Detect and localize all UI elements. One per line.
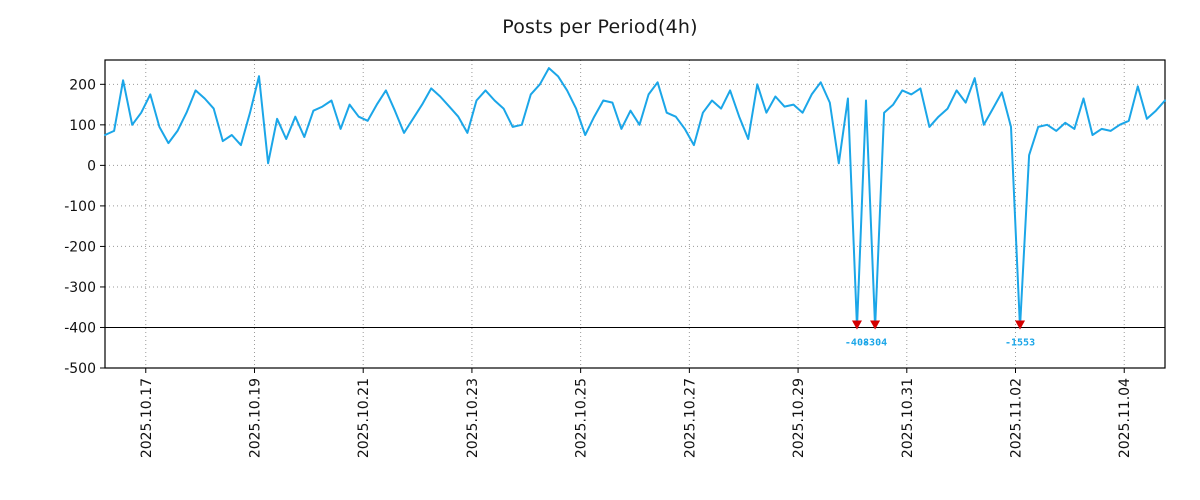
chart-title: Posts per Period(4h) bbox=[502, 16, 698, 38]
spike-value-label: -304 bbox=[863, 337, 887, 348]
spike-value-label: -408 bbox=[845, 337, 869, 348]
x-tick-label: 2025.10.23 bbox=[465, 378, 481, 458]
x-tick-label: 2025.11.04 bbox=[1117, 378, 1133, 458]
x-tick-label: 2025.10.25 bbox=[574, 378, 590, 458]
y-tick-label: -400 bbox=[64, 320, 96, 336]
plot-border bbox=[104, 59, 1166, 369]
x-tick-label: 2025.10.21 bbox=[356, 378, 372, 458]
spike-marker-icon bbox=[851, 320, 862, 330]
y-tick-label: -500 bbox=[64, 361, 96, 377]
spike-marker-icon bbox=[1015, 320, 1026, 330]
y-tick-label: 0 bbox=[87, 158, 96, 174]
x-tick-label: 2025.10.27 bbox=[682, 378, 698, 458]
spike-marker-icon bbox=[870, 320, 881, 330]
y-tick-label: 100 bbox=[69, 118, 96, 134]
x-tick-label: 2025.10.19 bbox=[247, 378, 263, 458]
y-tick-label: -300 bbox=[64, 280, 96, 296]
spike-value-label: -1553 bbox=[1005, 337, 1035, 348]
x-tick-label: 2025.10.31 bbox=[900, 378, 916, 458]
y-tick-label: -100 bbox=[64, 199, 96, 215]
x-tick-label: 2025.11.02 bbox=[1009, 378, 1025, 458]
y-tick-label: 200 bbox=[69, 77, 96, 93]
series-line bbox=[104, 67, 1166, 329]
y-tick-label: -200 bbox=[64, 239, 96, 255]
x-tick-label: 2025.10.17 bbox=[139, 378, 155, 458]
x-tick-label: 2025.10.29 bbox=[791, 378, 807, 458]
